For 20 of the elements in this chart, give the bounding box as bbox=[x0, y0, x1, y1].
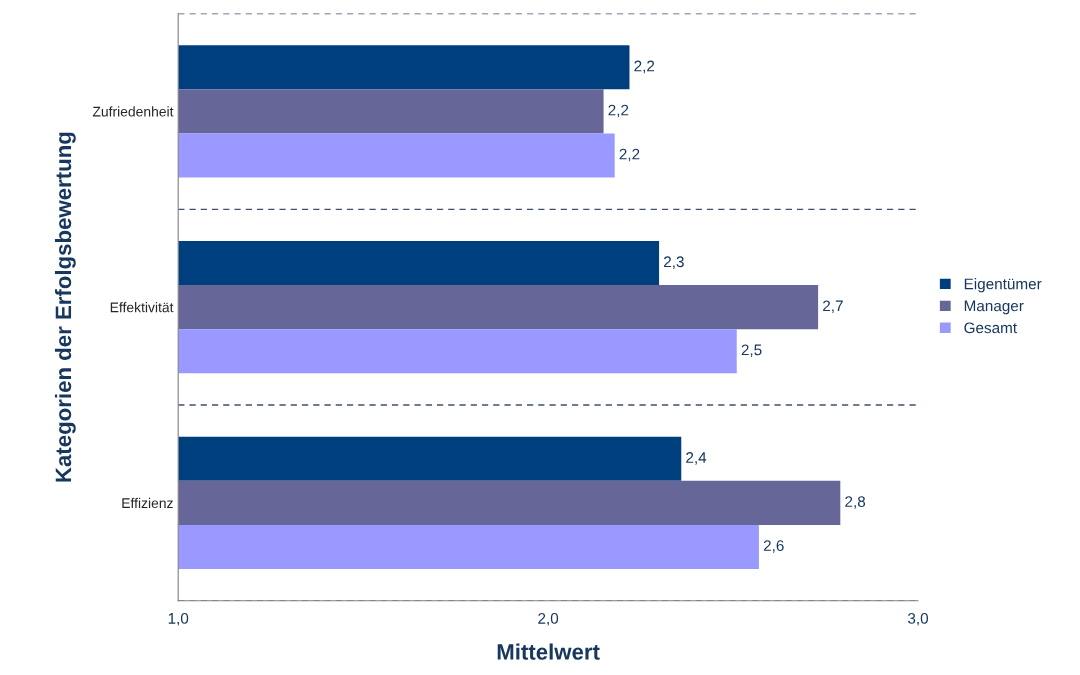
legend-label: Manager bbox=[964, 300, 1024, 315]
data-label: 2,2 bbox=[619, 148, 640, 162]
y-tick-label: Zufriedenheit bbox=[92, 106, 174, 117]
legend-label: Eigentümer bbox=[964, 278, 1042, 293]
x-tick-label: 3,0 bbox=[907, 612, 929, 626]
y-tick-label: Effektivität bbox=[110, 302, 174, 313]
data-label: 2,4 bbox=[686, 452, 707, 465]
data-label: 2,7 bbox=[823, 300, 843, 314]
legend-label: Gesamt bbox=[964, 322, 1017, 334]
data-label: 2,5 bbox=[741, 344, 762, 358]
data-label: 2,2 bbox=[608, 104, 629, 118]
data-label: 2,2 bbox=[634, 60, 655, 74]
data-label: 2,3 bbox=[664, 256, 684, 269]
y-axis-title: Kategorien der Erfolgsbewertung bbox=[54, 132, 76, 482]
data-label: 2,6 bbox=[763, 540, 784, 553]
x-axis-title: Mittelwert bbox=[497, 643, 600, 660]
x-tick-label: 2,0 bbox=[538, 612, 559, 626]
x-tick-label: 1,0 bbox=[168, 612, 189, 626]
y-tick-label: Effizienz bbox=[122, 497, 173, 509]
data-label: 2,8 bbox=[845, 496, 866, 509]
